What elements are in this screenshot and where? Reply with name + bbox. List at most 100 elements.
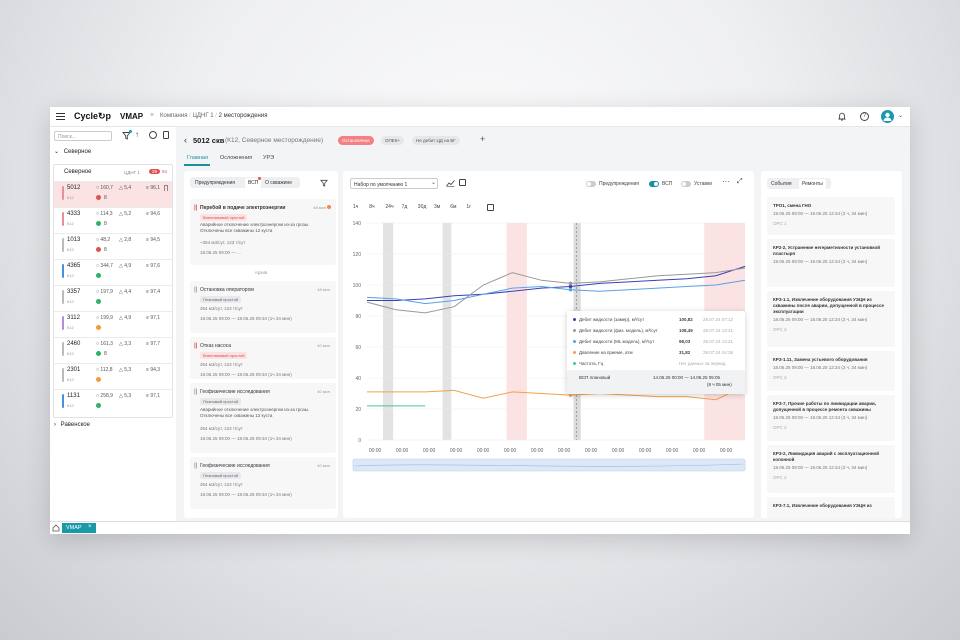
well-row[interactable]: 2301 К12 ○ 112,8 △ 5,3 ≡ 94,3: [54, 363, 172, 389]
filter-icon[interactable]: [320, 179, 328, 189]
well-row[interactable]: 4365 К12 ○ 344,7 △ 4,9 ≡ 97,6: [54, 259, 172, 285]
well-row[interactable]: 4333 К12 ○ 114,3 △ 5,2 ≡ 94,6 8: [54, 207, 172, 233]
range-navigator[interactable]: [352, 458, 746, 472]
well-percent: ≡ 97,1: [146, 315, 160, 321]
series-label: Дебит жидкости (замер), м³/сут: [579, 317, 645, 322]
tab-ure[interactable]: УРЭ: [263, 155, 275, 161]
repair-time: 18.06.25 09:00 — 18.06.25 12:34 (3 ч, 34…: [773, 211, 868, 216]
filter-about-button[interactable]: О скважине: [265, 180, 293, 186]
avatar[interactable]: [881, 110, 894, 123]
expand-icon[interactable]: ⤢: [737, 178, 743, 185]
event-title: Остановка оператором: [200, 287, 254, 293]
data-point: [568, 287, 573, 292]
tab-active-indicator: [184, 164, 210, 166]
repair-item[interactable]: ТРО1, смена ГНО 18.06.25 09:00 — 18.06.25…: [767, 197, 895, 235]
warnings-toggle[interactable]: [586, 181, 596, 187]
group-expander-ravenskoe[interactable]: › Равенское: [54, 422, 90, 428]
event-card[interactable]: || Геофизические исследования 40 мин Планов…: [190, 383, 336, 453]
tooltip-footer-duration: (8 ч 05 мин): [707, 382, 732, 387]
range-button[interactable]: 30д: [417, 204, 427, 210]
chevron-down-icon[interactable]: ⌄: [898, 113, 904, 119]
range-button[interactable]: 7д: [401, 204, 408, 210]
sort-icon[interactable]: ↑: [135, 130, 139, 139]
tag-badge-opec: ОПЕК+: [381, 136, 404, 145]
well-sub: К12: [67, 403, 74, 408]
range-button[interactable]: 1г: [466, 204, 471, 210]
bottom-tab-vmap[interactable]: VMAP ×: [62, 523, 96, 533]
rate-value: 114,3: [100, 211, 113, 217]
calendar-icon[interactable]: [487, 204, 494, 211]
tab-main[interactable]: Главная: [187, 155, 208, 161]
well-type-bar: [62, 238, 64, 252]
close-icon[interactable]: ×: [150, 112, 155, 119]
range-button[interactable]: 6м: [450, 204, 457, 210]
weight-icon: △: [119, 341, 125, 347]
range-button[interactable]: 3м: [434, 204, 441, 210]
well-sub: К12: [67, 273, 74, 278]
event-card-active[interactable]: || Перебой в подаче электроэнергии 48 мин В…: [190, 199, 336, 265]
search-input[interactable]: Поиск...: [54, 131, 112, 141]
event-card[interactable]: || Отказ насоса 40 мин Внеплановый простой 3…: [190, 337, 336, 379]
well-row[interactable]: 2460 К12 ○ 161,3 △ 3,3 ≡ 97,7 8: [54, 337, 172, 363]
series-value: 31,82: [679, 350, 691, 355]
group-expander-severnoe[interactable]: ⌄ Северное: [54, 148, 91, 155]
percent-value: 97,1: [150, 315, 161, 321]
well-row[interactable]: 3357 К12 ○ 197,9 △ 4,4 ≡ 97,4: [54, 285, 172, 311]
filter-warnings-button[interactable]: Предупреждения: [195, 180, 235, 186]
target-icon[interactable]: [149, 131, 157, 139]
chart-trend-icon[interactable]: [446, 179, 455, 189]
status-dot: [96, 195, 101, 200]
series-value: 108,49: [679, 328, 693, 333]
bell-icon[interactable]: [838, 112, 846, 121]
home-icon[interactable]: [52, 524, 60, 534]
repair-item[interactable]: КРЗ-1.11, Замена устьевого оборудования 1…: [767, 351, 895, 391]
help-icon[interactable]: ?: [860, 112, 869, 121]
well-row[interactable]: 1013 К12 ○ 48,2 △ 2,8 ≡ 94,5 8: [54, 233, 172, 259]
rate-value: 258,9: [100, 393, 113, 399]
repair-item[interactable]: КРЗ-2, Ликвидация аварий с эксплуатацион…: [767, 445, 895, 493]
range-button[interactable]: 1ч: [353, 204, 359, 210]
repair-item[interactable]: КР2-2, Устранение негерметичности устано…: [767, 239, 895, 287]
back-arrow-icon[interactable]: ‹: [184, 135, 187, 145]
y-tick-label: 100: [353, 283, 362, 289]
preset-select[interactable]: Набор по умолчанию 1 ⌄: [350, 178, 438, 189]
filter-icon[interactable]: [122, 130, 132, 142]
percent-value: 97,4: [150, 289, 161, 295]
vsp-toggle[interactable]: [649, 181, 659, 187]
setpoints-toggle[interactable]: [681, 181, 691, 187]
breadcrumb-item-company[interactable]: Компания: [160, 113, 188, 119]
well-watercut: △ 2,8: [119, 237, 131, 243]
filter-vsp-button[interactable]: ВСП: [245, 178, 262, 188]
well-row[interactable]: 3112 К12 ○ 199,9 △ 4,9 ≡ 97,1: [54, 311, 172, 337]
tab-complications[interactable]: Осложнения: [220, 155, 253, 161]
gauge-icon: ≡: [146, 367, 151, 373]
range-button[interactable]: 24ч: [385, 204, 394, 210]
breadcrumb-item-fields[interactable]: 2 месторождения: [218, 113, 268, 119]
tab-events[interactable]: События: [771, 181, 792, 187]
repair-item[interactable]: КРЗ-7, Прочие работы по ликвидации авари…: [767, 395, 895, 441]
rate-value: 161,3: [100, 341, 113, 347]
rate-value: 199,9: [100, 315, 113, 321]
repair-item[interactable]: КРЗ-7.1, Извлечение оборудования УЭЦН из: [767, 497, 895, 518]
add-tag-button[interactable]: +: [480, 134, 486, 144]
x-tick-label: 00:00: [477, 448, 490, 454]
save-icon[interactable]: [459, 179, 466, 186]
event-title: Геофизические исследования: [200, 389, 270, 395]
event-card[interactable]: || Остановка оператором 48 мин Плановый про…: [190, 281, 336, 333]
well-row[interactable]: 1131 К12 ○ 258,9 △ 5,3 ≡ 97,1: [54, 389, 172, 415]
repair-item[interactable]: КРЗ-1.1, Извлечение оборудования УЭЦН из…: [767, 291, 895, 347]
bookmark-icon[interactable]: [164, 185, 168, 191]
field-header-row[interactable]: Северное ЦДНГ 1 29 84: [54, 165, 172, 181]
well-watercut: △ 4,4: [119, 289, 131, 295]
tab-repairs[interactable]: Ремонты: [799, 179, 826, 189]
close-icon[interactable]: ×: [88, 524, 92, 530]
menu-icon[interactable]: [56, 113, 65, 120]
document-icon[interactable]: [163, 131, 169, 139]
well-row[interactable]: 5012 К12 ○ 160,7 △ 5,4 ≡ 96,1 8: [54, 181, 172, 207]
range-button[interactable]: 8ч: [369, 204, 375, 210]
repair-sub: ОРС 1: [773, 221, 787, 226]
event-card[interactable]: || Геофизические исследования 40 мин Планов…: [190, 457, 336, 509]
breadcrumb-item-cdng[interactable]: ЦДНГ 1: [192, 113, 214, 119]
event-description: Аварийное отключение электроэнергии из-з…: [200, 407, 310, 418]
more-icon[interactable]: ···: [722, 177, 730, 186]
